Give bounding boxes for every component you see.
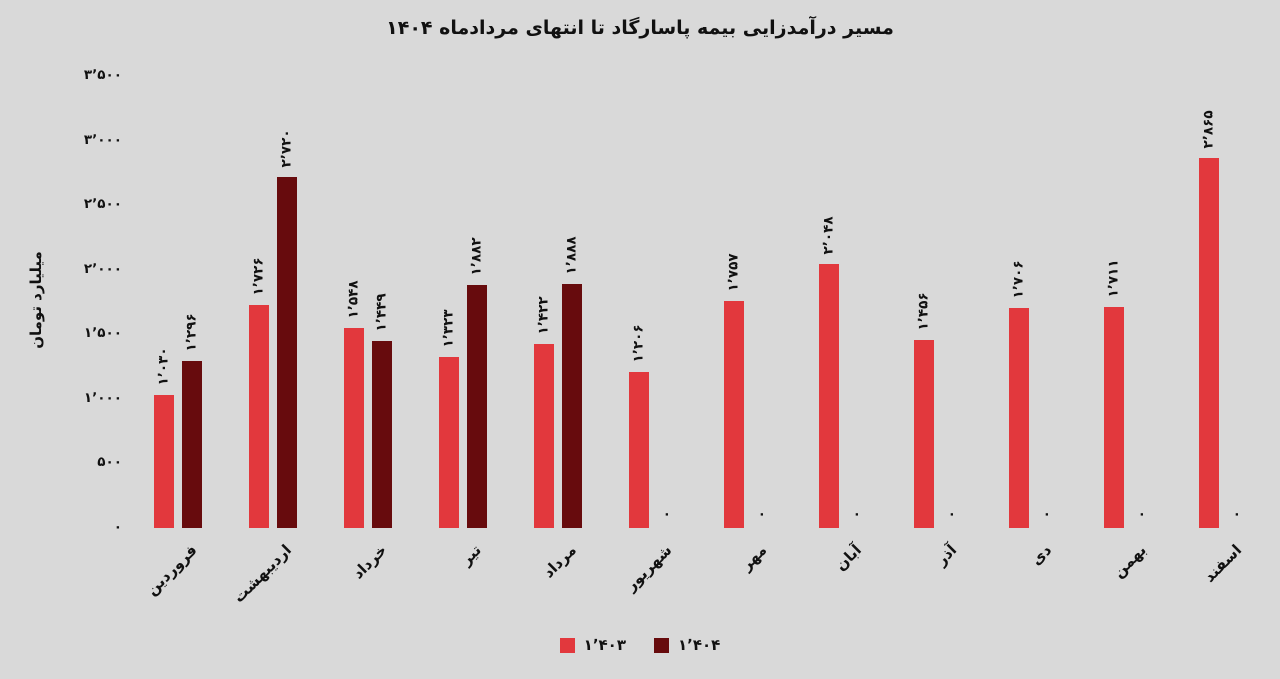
bar-value-1404-month4: ۱٬۸۸۲ [468,236,484,275]
x-tick-month6: شهریور [621,541,676,595]
x-tick-month12: اسفند [1200,541,1246,586]
bar-value-1403-month2: ۱٬۷۲۶ [250,256,266,295]
bar-1404-month4 [466,285,487,528]
bar-1404-month1 [181,361,202,528]
x-tick-month11: بهمن [1109,541,1151,582]
bar-value-1403-month1: ۱٬۰۳۰ [155,346,171,385]
bar-value-1404-month12: ۰ [1228,509,1244,518]
bar-value-1404-month8: ۰ [848,509,864,518]
bar-value-1403-month11: ۱٬۷۱۱ [1105,258,1121,297]
bar-value-1404-month7: ۰ [753,509,769,518]
bar-1403-month5 [533,344,554,528]
bar-1403-month8 [818,264,839,528]
bar-value-1404-month1: ۱٬۲۹۶ [183,312,199,351]
bar-1404-month5 [561,284,582,528]
legend-item-1403: ۱٬۴۰۳ [559,636,626,654]
bar-value-1404-month3: ۱٬۴۴۹ [373,292,389,331]
legend-swatch-1404-icon [654,637,669,653]
bar-value-1404-month9: ۰ [943,509,959,518]
bar-1403-month6 [628,372,649,528]
bar-1404-month3 [371,341,392,528]
y-tick-3500: ۳٬۵۰۰ [83,67,122,83]
bar-1403-month10 [1008,308,1029,528]
x-tick-month8: آبان [831,541,866,575]
y-tick-1500: ۱٬۵۰۰ [83,325,122,342]
bar-value-1403-month6: ۱٬۲۰۶ [630,323,646,362]
bar-1403-month1 [153,395,174,528]
legend-label-1404: ۱٬۴۰۴ [678,636,721,654]
bar-value-1403-month7: ۱٬۷۵۷ [725,252,741,291]
legend: ۱٬۴۰۳ ۱٬۴۰۴ [0,636,1280,654]
legend-swatch-1403-icon [559,637,575,653]
legend-item-1404: ۱٬۴۰۴ [654,636,720,654]
bar-value-1403-month3: ۱٬۵۴۸ [345,279,361,318]
bar-1403-month12 [1198,158,1219,528]
bar-value-1404-month2: ۲٬۷۲۰ [278,128,294,167]
x-tick-month2: اردیبهشت [229,541,296,607]
bar-value-1403-month8: ۲٬۰۴۸ [820,215,836,254]
legend-label-1403: ۱٬۴۰۳ [583,636,626,654]
bar-value-1403-month9: ۱٬۴۵۶ [915,291,931,330]
x-tick-month5: مرداد [539,541,581,582]
x-tick-month1: فروردین [142,541,201,599]
bar-1403-month9 [913,340,934,528]
x-tick-month4: تیر [457,541,486,569]
bar-1403-month7 [723,301,744,528]
x-tick-month7: مهر [737,541,771,574]
bar-1403-month11 [1103,307,1124,528]
y-tick-0: ۰ [113,519,122,535]
x-tick-month9: آذر [932,541,961,569]
bar-value-1403-month10: ۱٬۷۰۶ [1010,259,1026,298]
y-tick-500: ۵۰۰ [97,454,122,471]
bar-value-1403-month4: ۱٬۳۲۳ [440,308,456,347]
bar-value-1404-month6: ۰ [658,509,674,518]
y-tick-1000: ۱٬۰۰۰ [83,389,122,406]
x-tick-month10: دی [1027,541,1056,569]
bar-1403-month2 [248,305,269,528]
bar-value-1404-month11: ۰ [1133,509,1149,518]
bar-value-1404-month5: ۱٬۸۸۸ [563,235,579,274]
x-tick-month3: خرداد [348,541,391,583]
bar-value-1404-month10: ۰ [1038,509,1054,518]
y-tick-3000: ۳٬۰۰۰ [83,131,122,148]
bar-1404-month2 [276,177,297,528]
bar-1403-month4 [438,357,459,528]
bar-value-1403-month5: ۱٬۴۲۲ [535,295,551,334]
y-tick-2000: ۲٬۰۰۰ [83,260,122,277]
bar-value-1403-month12: ۲٬۸۶۵ [1200,109,1216,148]
y-tick-2500: ۲٬۵۰۰ [83,196,122,213]
chart-title: مسیر درآمدزایی بیمه پاسارگاد تا انتهای م… [386,17,894,39]
bar-1403-month3 [343,328,364,528]
